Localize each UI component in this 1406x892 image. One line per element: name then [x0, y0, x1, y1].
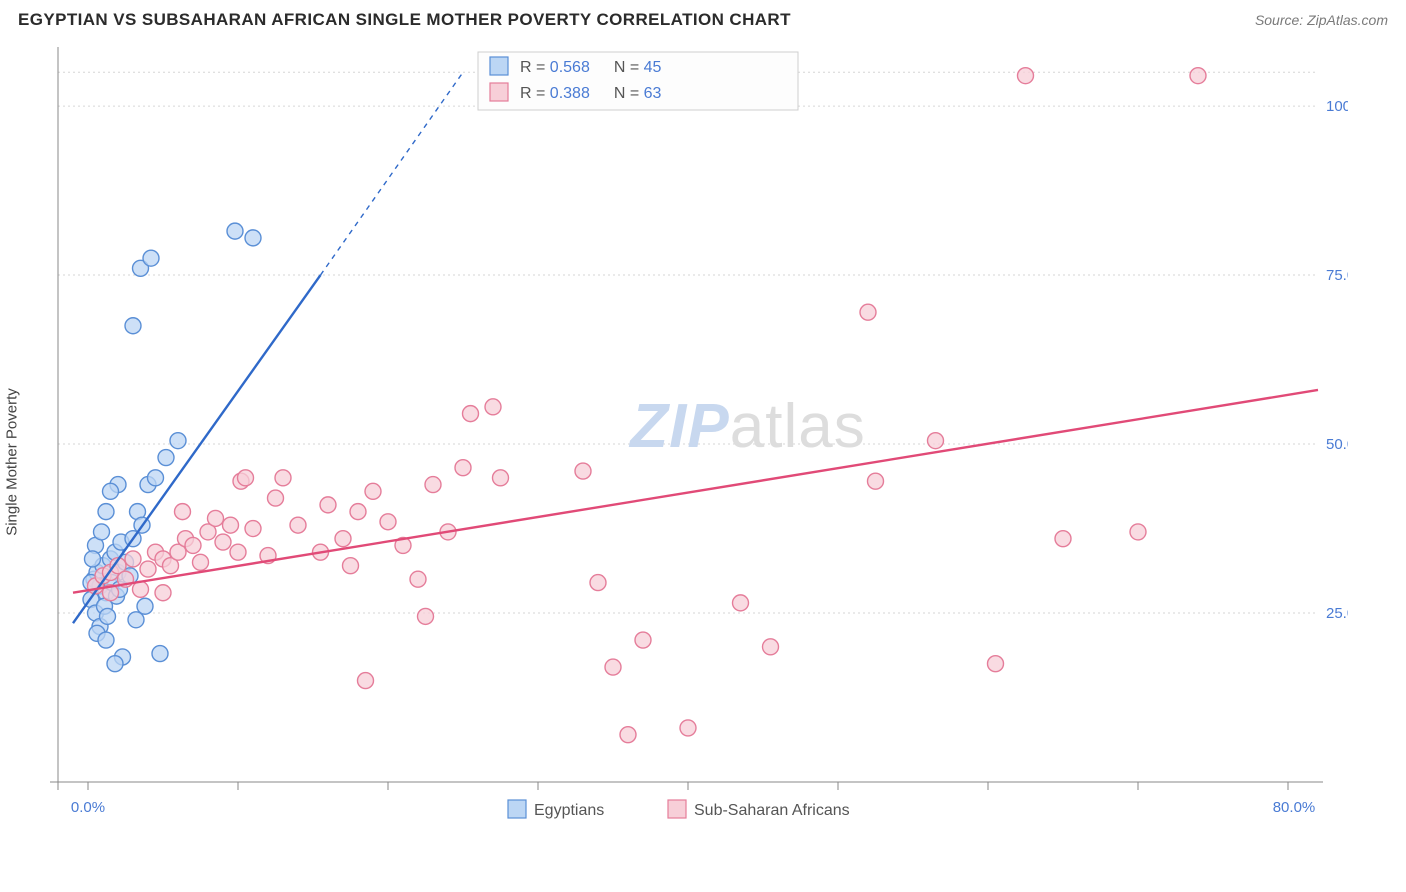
legend-swatch: [490, 57, 508, 75]
data-point: [107, 656, 123, 672]
data-point: [485, 399, 501, 415]
data-point: [230, 544, 246, 560]
data-point: [245, 521, 261, 537]
legend-label: Egyptians: [534, 802, 604, 819]
x-tick-label: 0.0%: [71, 799, 105, 816]
y-tick-label: 75.0%: [1326, 267, 1348, 284]
data-point: [868, 473, 884, 489]
data-point: [98, 504, 114, 520]
data-point: [148, 470, 164, 486]
data-point: [227, 223, 243, 239]
legend-swatch: [508, 800, 526, 818]
data-point: [988, 656, 1004, 672]
data-point: [463, 406, 479, 422]
y-tick-label: 25.0%: [1326, 605, 1348, 622]
data-point: [680, 720, 696, 736]
data-point: [410, 571, 426, 587]
trend-line: [73, 275, 321, 623]
trend-line-extension: [321, 72, 464, 275]
y-tick-label: 100.0%: [1326, 98, 1348, 115]
scatter-chart: 25.0%50.0%75.0%100.0%ZIPatlas0.0%80.0%R …: [18, 42, 1348, 882]
data-point: [575, 463, 591, 479]
data-point: [125, 551, 141, 567]
data-point: [185, 537, 201, 553]
data-point: [358, 673, 374, 689]
data-point: [208, 510, 224, 526]
data-point: [335, 531, 351, 547]
data-point: [365, 483, 381, 499]
y-tick-label: 50.0%: [1326, 436, 1348, 453]
data-point: [343, 558, 359, 574]
data-point: [140, 561, 156, 577]
data-point: [170, 433, 186, 449]
data-point: [350, 504, 366, 520]
y-axis-label: Single Mother Poverty: [4, 388, 21, 536]
data-point: [155, 585, 171, 601]
data-point: [103, 483, 119, 499]
chart-title: EGYPTIAN VS SUBSAHARAN AFRICAN SINGLE MO…: [18, 10, 791, 30]
data-point: [152, 646, 168, 662]
data-point: [1190, 68, 1206, 84]
data-point: [158, 450, 174, 466]
source-attribution: Source: ZipAtlas.com: [1255, 12, 1388, 28]
legend-swatch: [668, 800, 686, 818]
legend-swatch: [490, 83, 508, 101]
data-point: [493, 470, 509, 486]
data-point: [455, 460, 471, 476]
data-point: [1018, 68, 1034, 84]
data-point: [137, 598, 153, 614]
watermark: ZIPatlas: [628, 392, 865, 461]
data-point: [223, 517, 239, 533]
data-point: [320, 497, 336, 513]
data-point: [143, 250, 159, 266]
data-point: [94, 524, 110, 540]
data-point: [620, 727, 636, 743]
chart-container: Single Mother Poverty 25.0%50.0%75.0%100…: [18, 42, 1388, 882]
data-point: [100, 608, 116, 624]
data-point: [98, 632, 114, 648]
data-point: [763, 639, 779, 655]
data-point: [290, 517, 306, 533]
data-point: [175, 504, 191, 520]
data-point: [193, 554, 209, 570]
data-point: [928, 433, 944, 449]
data-point: [380, 514, 396, 530]
data-point: [733, 595, 749, 611]
data-point: [425, 477, 441, 493]
data-point: [275, 470, 291, 486]
data-point: [418, 608, 434, 624]
data-point: [1055, 531, 1071, 547]
data-point: [125, 318, 141, 334]
data-point: [238, 470, 254, 486]
data-point: [268, 490, 284, 506]
data-point: [85, 551, 101, 567]
data-point: [590, 575, 606, 591]
x-tick-label: 80.0%: [1273, 799, 1316, 816]
data-point: [635, 632, 651, 648]
data-point: [245, 230, 261, 246]
data-point: [1130, 524, 1146, 540]
data-point: [605, 659, 621, 675]
data-point: [860, 304, 876, 320]
data-point: [215, 534, 231, 550]
legend-label: Sub-Saharan Africans: [694, 802, 850, 819]
